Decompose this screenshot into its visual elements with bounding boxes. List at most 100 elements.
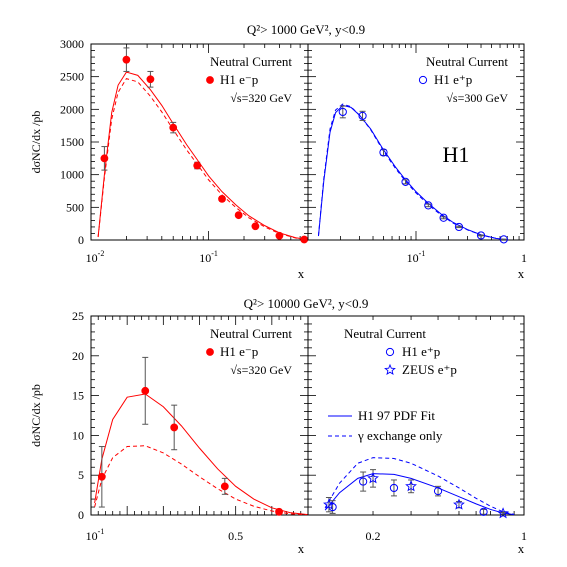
series-open-star bbox=[323, 469, 509, 519]
y-tick-label: 1000 bbox=[60, 168, 84, 182]
data-point bbox=[453, 498, 465, 510]
y-tick-label: 0 bbox=[78, 233, 84, 247]
data-point bbox=[379, 148, 388, 157]
data-point bbox=[401, 177, 410, 186]
y-tick-label: 15 bbox=[72, 389, 84, 403]
x-tick-label: 0.2 bbox=[366, 529, 381, 543]
data-point bbox=[338, 107, 347, 117]
panel-legend: Neutral Current H1 e⁻p √s=320 GeV bbox=[206, 326, 292, 377]
legend-marker bbox=[385, 347, 395, 357]
x-axis-label: x bbox=[298, 266, 305, 281]
energy-label: √s=320 GeV bbox=[230, 363, 292, 377]
series-open-circle bbox=[338, 105, 508, 244]
data-point bbox=[367, 472, 379, 484]
data-point bbox=[358, 111, 367, 120]
y-tick-label: 20 bbox=[72, 349, 84, 363]
legend-label: ZEUS e⁺p bbox=[402, 362, 457, 377]
data-point bbox=[141, 386, 150, 395]
pdf-fit-curve bbox=[324, 473, 515, 515]
process-label: Neutral Current bbox=[426, 54, 508, 69]
data-point bbox=[170, 423, 179, 432]
process-label: Neutral Current bbox=[210, 326, 292, 341]
data-point bbox=[359, 477, 368, 486]
panel-right: 0.2 1 Neutral Current H1 e⁺p ZEUS e⁺p H1 97 P… bbox=[307, 315, 527, 543]
data-point bbox=[97, 472, 106, 481]
x-axis-label: x bbox=[518, 541, 525, 556]
legend-marker bbox=[384, 363, 396, 376]
y-tick-label: 0 bbox=[78, 508, 84, 522]
data-point bbox=[433, 487, 443, 496]
data-point bbox=[405, 480, 417, 492]
legend-marker bbox=[418, 75, 428, 85]
gamma-exchange-curve bbox=[324, 457, 515, 515]
gamma-exchange-curve bbox=[317, 103, 508, 240]
data-point bbox=[122, 55, 131, 64]
x-tick-label: 10-1 bbox=[199, 249, 218, 265]
data-point bbox=[497, 507, 509, 519]
x-tick-label: 10-2 bbox=[86, 249, 105, 265]
y-tick-label: 2000 bbox=[60, 102, 84, 116]
x-tick-label: 10-1 bbox=[407, 249, 426, 265]
x-tick-label: 1 bbox=[521, 251, 527, 265]
data-point bbox=[499, 235, 508, 244]
pdf-fit-curve bbox=[317, 104, 508, 240]
x-tick-label: 10-1 bbox=[86, 527, 105, 543]
data-point bbox=[100, 154, 109, 163]
data-point bbox=[476, 231, 486, 240]
data-point bbox=[275, 231, 284, 240]
y-tick-label: 25 bbox=[72, 309, 84, 323]
panel-legend: Neutral Current H1 e⁺p ZEUS e⁺p H1 97 PDF F… bbox=[328, 326, 457, 443]
legend-label: H1 e⁺p bbox=[402, 344, 440, 359]
y-tick-label: 5 bbox=[78, 468, 84, 482]
gamma-exchange-curve bbox=[94, 445, 308, 515]
pdf-fit-curve bbox=[97, 71, 308, 240]
data-point bbox=[389, 483, 399, 493]
panel-frame bbox=[90, 43, 309, 241]
data-point bbox=[300, 235, 309, 244]
panel-frame bbox=[307, 43, 525, 241]
data-point bbox=[193, 161, 202, 170]
process-label: Neutral Current bbox=[344, 326, 426, 341]
energy-label: √s=320 GeV bbox=[230, 91, 292, 105]
legend-label: H1 e⁻p bbox=[220, 344, 258, 359]
series-filled-circle bbox=[97, 356, 283, 516]
x-tick-label: 0.5 bbox=[228, 529, 243, 543]
y-tick-label: 3000 bbox=[60, 37, 84, 51]
chart-title: Q²> 10000 GeV², y<0.9 bbox=[244, 296, 369, 311]
panel-legend: Neutral Current H1 e⁺p √s=300 GeV H1 bbox=[418, 54, 508, 167]
data-point bbox=[424, 201, 433, 210]
data-point bbox=[218, 194, 226, 203]
data-point bbox=[146, 75, 155, 84]
y-tick-label: 2500 bbox=[60, 70, 84, 84]
x-axis-label: x bbox=[298, 541, 305, 556]
experiment-tag: H1 bbox=[443, 142, 470, 167]
energy-label: √s=300 GeV bbox=[446, 91, 508, 105]
data-point bbox=[454, 222, 464, 232]
y-tick-label: 500 bbox=[66, 200, 84, 214]
panel-left: 10-2 10-1 Neutral Current H1 e⁻p √s=320 GeV bbox=[86, 43, 309, 265]
data-point bbox=[220, 482, 229, 491]
x-tick-label: 1 bbox=[521, 529, 527, 543]
chart-2: Q²> 10000 GeV², y<0.9 dσNC/dx /pb 0 5 10 15 20… bbox=[29, 296, 527, 556]
legend-marker bbox=[206, 76, 214, 84]
data-point bbox=[323, 498, 335, 510]
panel-frame bbox=[90, 315, 309, 516]
y-axis-label: dσNC/dx /pb bbox=[29, 384, 43, 447]
legend-label: H1 e⁻p bbox=[220, 72, 258, 87]
data-point bbox=[169, 123, 178, 132]
data-point bbox=[234, 211, 243, 220]
panel-frame bbox=[307, 315, 525, 516]
data-point bbox=[251, 222, 260, 231]
process-label: Neutral Current bbox=[210, 54, 292, 69]
fit-legend-label: γ exchange only bbox=[357, 428, 443, 443]
panel-right: 10-1 1 Neutral Current H1 e⁺p √s=300 GeV H1 bbox=[307, 43, 527, 265]
data-point bbox=[479, 507, 488, 516]
data-point bbox=[275, 507, 283, 516]
fit-legend-label: H1 97 PDF Fit bbox=[358, 408, 435, 423]
legend-label: H1 e⁺p bbox=[434, 72, 472, 87]
pdf-fit-curve bbox=[94, 393, 308, 515]
series-open-circle bbox=[328, 471, 488, 516]
series-filled-circle bbox=[100, 47, 309, 244]
data-point bbox=[439, 213, 448, 222]
